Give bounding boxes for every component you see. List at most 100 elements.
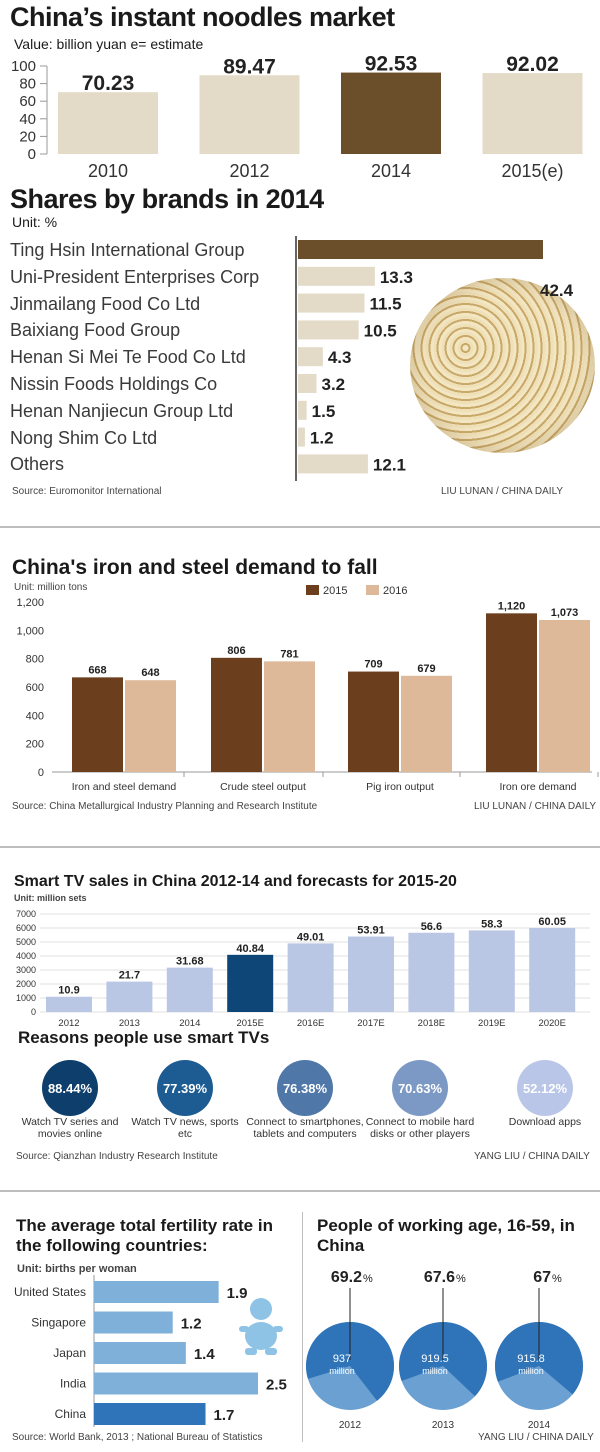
share-percent: % [363, 1273, 373, 1285]
y-tick-label: 0 [28, 146, 36, 163]
x-tick-label: 2014 [528, 1420, 551, 1431]
data-label: 10.9 [58, 985, 79, 997]
noodles-title: China’s instant noodles market [10, 2, 395, 32]
pie-slice [306, 1322, 394, 1401]
data-label: 89.47 [223, 56, 276, 78]
brand-label: Baixiang Food Group [10, 320, 181, 341]
share-percent: % [456, 1273, 466, 1285]
bar [298, 374, 317, 393]
x-tick-label: 2010 [88, 161, 128, 181]
data-label: 1.7 [214, 1407, 235, 1424]
y-tick-label: 1,000 [16, 625, 44, 637]
divider [0, 1190, 600, 1192]
reason-bubble: 76.38% [277, 1060, 333, 1116]
bar [298, 400, 307, 420]
count-label: 919.5 [421, 1353, 449, 1365]
bar [125, 680, 176, 772]
data-label: 1.2 [310, 429, 334, 448]
x-tick-label: Iron and steel demand [72, 781, 177, 793]
divider [0, 846, 600, 848]
data-label: 1.2 [181, 1316, 202, 1333]
data-label: 668 [88, 664, 106, 676]
fertility-title: The average total fertility rate in the … [16, 1216, 273, 1255]
y-tick-label: 4000 [16, 951, 36, 961]
noodles-subtitle: Value: billion yuan e= estimate [14, 36, 204, 52]
bar [94, 1342, 186, 1364]
bar [298, 427, 305, 447]
share-label: 67.6 [424, 1269, 455, 1286]
bar [211, 657, 262, 772]
data-label: 40.84 [236, 943, 264, 955]
bar [298, 266, 375, 286]
reasons-title: Reasons people use smart TVs [18, 1028, 270, 1047]
reason-label: Connect to mobile hard disks or other pl… [365, 1116, 475, 1140]
y-tick-label: 3000 [16, 965, 36, 975]
bar [94, 1311, 173, 1334]
x-tick-label: 2012 [339, 1420, 362, 1431]
reason-label: Connect to smartphones, tablets and comp… [246, 1116, 364, 1140]
y-tick-label: 200 [26, 739, 44, 751]
y-tick-label: 100 [11, 58, 36, 75]
data-label: 2.5 [266, 1377, 287, 1394]
data-label: 60.05 [538, 916, 566, 928]
bar [408, 932, 455, 1012]
data-label: 709 [364, 659, 382, 671]
x-tick-label: Pig iron output [366, 781, 434, 793]
fertility-unit: Unit: births per woman [17, 1263, 137, 1275]
reason-bubble: 70.63% [392, 1060, 448, 1116]
data-label: 49.01 [297, 931, 325, 943]
legend-swatch [366, 585, 379, 595]
x-tick-label: 2012 [229, 161, 269, 181]
x-tick-label: 2015(e) [501, 161, 563, 181]
x-tick-label: 2014 [179, 1018, 200, 1029]
data-label: 648 [141, 667, 159, 679]
y-tick-label: 400 [26, 710, 44, 722]
data-label: 10.5 [364, 321, 397, 340]
bar [264, 661, 315, 772]
legend-label: 2016 [383, 585, 407, 597]
x-tick-label: 2013 [432, 1420, 455, 1431]
x-tick-label: 2020E [538, 1018, 565, 1029]
data-label: 70.23 [82, 72, 135, 95]
brands-source: Source: Euromonitor International [12, 486, 162, 497]
bar [72, 677, 123, 772]
smarttv-credit: YANG LIU / CHINA DAILY [474, 1151, 590, 1162]
bar [227, 954, 274, 1012]
data-label: 31.68 [176, 956, 204, 968]
steel-credit: LIU LUNAN / CHINA DAILY [474, 801, 597, 812]
data-label: 4.3 [328, 348, 352, 367]
steel-title: China's iron and steel demand to fall [12, 556, 378, 579]
data-label: 12.1 [373, 455, 406, 474]
brand-label: Jinmailang Food Co Ltd [10, 293, 201, 314]
working-age-title: People of working age, 16-59, in China [317, 1216, 575, 1255]
reason-bubble: 88.44% [42, 1060, 98, 1116]
x-tick-label: 2017E [357, 1018, 384, 1029]
data-label: 53.91 [357, 925, 385, 937]
data-label: 1.9 [227, 1285, 248, 1302]
x-tick-label: 2018E [418, 1018, 445, 1029]
divider [302, 1212, 303, 1442]
x-tick-label: Iron ore demand [499, 781, 576, 793]
bar [529, 927, 576, 1012]
reason-label: Download apps [508, 1116, 582, 1128]
y-tick-label: 1,200 [16, 597, 44, 609]
count-label: 937 [333, 1353, 351, 1365]
data-label: 21.7 [119, 970, 140, 982]
smarttv-source: Source: Qianzhan Industry Research Insti… [16, 1151, 218, 1162]
steel-chart: 1,200 1,000 800 600 400 200 0 2015 2016 668 648 Iro… [16, 585, 599, 793]
baby-icon [239, 1298, 283, 1355]
y-tick-label: 7000 [16, 909, 36, 919]
bar [287, 943, 334, 1012]
y-tick-label: 40 [19, 111, 36, 128]
data-label: 679 [417, 663, 435, 675]
smarttv-title: Smart TV sales in China 2012-14 and fore… [14, 873, 457, 890]
bar [106, 981, 153, 1012]
steel-source: Source: China Metallurgical Industry Pla… [12, 801, 318, 812]
count-unit: million [422, 1366, 448, 1376]
share-percent: % [552, 1273, 562, 1285]
x-tick-label: Crude steel output [220, 781, 306, 793]
brand-label: Others [10, 454, 65, 475]
data-label: 806 [227, 645, 245, 657]
